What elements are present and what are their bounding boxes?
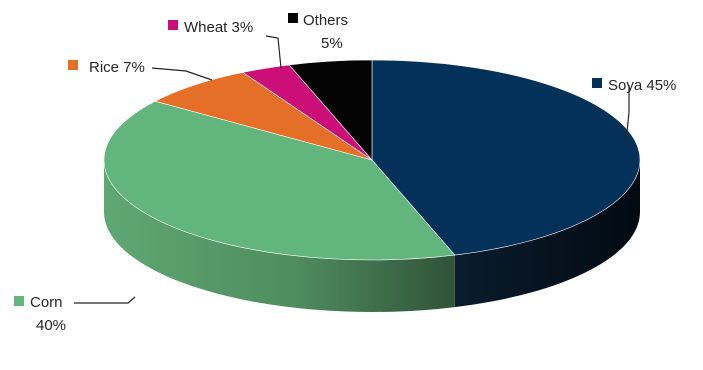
leader-line-corn bbox=[74, 296, 136, 304]
slice-label-soya: Soya 45% bbox=[608, 77, 676, 94]
slice-side-soya bbox=[454, 160, 640, 308]
leader-line-rice bbox=[151, 67, 213, 81]
slice-label-rice: Rice 7% bbox=[89, 59, 145, 76]
legend-key-rice bbox=[68, 60, 78, 70]
legend-key-soya bbox=[592, 78, 602, 88]
slice-label-wheat: Wheat 3% bbox=[184, 19, 253, 36]
legend-key-others bbox=[288, 13, 298, 23]
legend-key-corn bbox=[14, 296, 24, 306]
pie-slice-soya bbox=[371, 59, 641, 256]
slice-label-corn: Corn bbox=[30, 294, 63, 311]
leader-line-soya bbox=[625, 85, 630, 143]
legend-key-wheat bbox=[168, 20, 178, 30]
pie-slice-rice bbox=[154, 72, 373, 161]
slice-label-others: Others bbox=[303, 12, 348, 29]
slice-value-others: 5% bbox=[321, 35, 343, 52]
slice-side-corn bbox=[104, 160, 455, 312]
leader-line-wheat bbox=[265, 35, 282, 69]
pie-slice-corn bbox=[103, 100, 456, 261]
slice-value-corn: 40% bbox=[36, 317, 66, 334]
pie-slice-others bbox=[288, 59, 373, 161]
